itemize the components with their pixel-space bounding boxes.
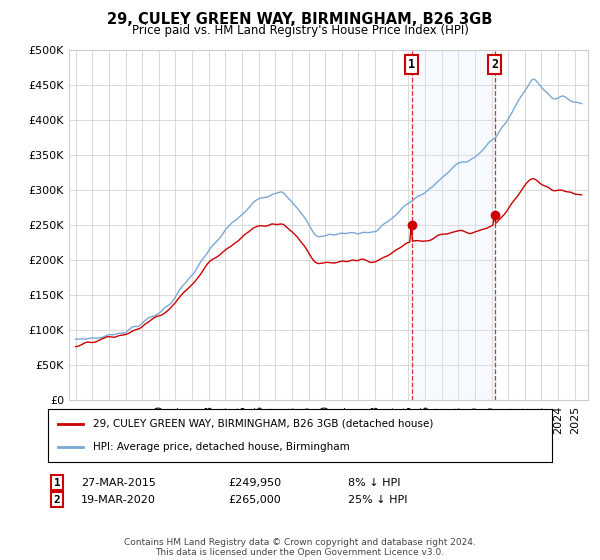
Text: £249,950: £249,950 (228, 478, 281, 488)
Text: £265,000: £265,000 (228, 494, 281, 505)
Text: 27-MAR-2015: 27-MAR-2015 (81, 478, 156, 488)
Text: 8% ↓ HPI: 8% ↓ HPI (348, 478, 401, 488)
Text: 29, CULEY GREEN WAY, BIRMINGHAM, B26 3GB (detached house): 29, CULEY GREEN WAY, BIRMINGHAM, B26 3GB… (94, 419, 434, 429)
Text: Contains HM Land Registry data © Crown copyright and database right 2024.
This d: Contains HM Land Registry data © Crown c… (124, 538, 476, 557)
Text: 2: 2 (53, 494, 61, 505)
Text: 2: 2 (491, 58, 499, 71)
Text: 29, CULEY GREEN WAY, BIRMINGHAM, B26 3GB: 29, CULEY GREEN WAY, BIRMINGHAM, B26 3GB (107, 12, 493, 27)
Text: Price paid vs. HM Land Registry's House Price Index (HPI): Price paid vs. HM Land Registry's House … (131, 24, 469, 36)
Text: 1: 1 (408, 58, 415, 71)
Text: HPI: Average price, detached house, Birmingham: HPI: Average price, detached house, Birm… (94, 442, 350, 452)
Text: 1: 1 (53, 478, 61, 488)
Text: 19-MAR-2020: 19-MAR-2020 (81, 494, 156, 505)
Text: 25% ↓ HPI: 25% ↓ HPI (348, 494, 407, 505)
Bar (412, 50, 495, 400)
